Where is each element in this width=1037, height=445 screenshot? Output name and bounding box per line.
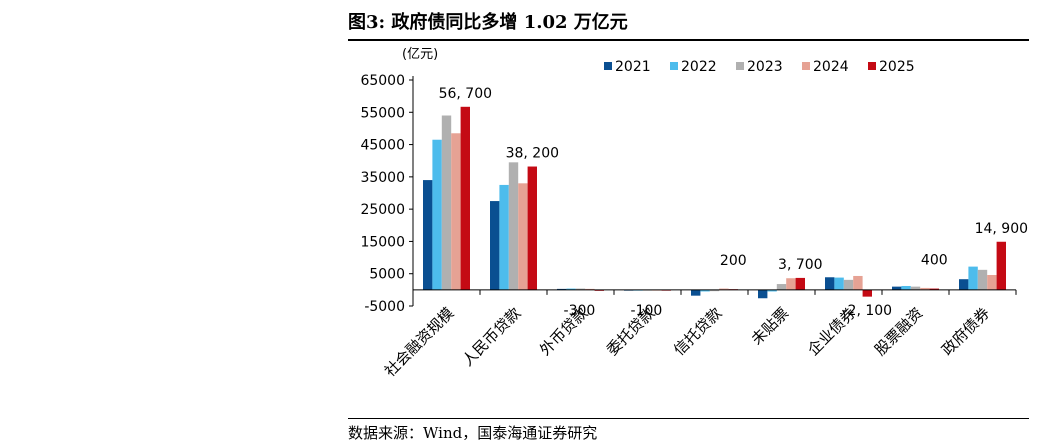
bar: [892, 286, 902, 290]
bar: [566, 288, 576, 290]
legend-swatch: [736, 62, 744, 70]
bar: [795, 277, 805, 290]
x-category-label: 人民币贷款: [459, 304, 525, 370]
value-label: 14, 900: [975, 221, 1028, 237]
title-rule: [348, 39, 1029, 41]
bars: [423, 106, 1006, 299]
y-tick-label: 35000: [360, 170, 405, 186]
bar: [527, 166, 537, 290]
y-tick-label: 55000: [360, 105, 405, 121]
bar: [862, 289, 872, 297]
legend-swatch: [868, 62, 876, 70]
y-axis: (亿元) -5000 5000 15000 25000 35000 45000 55000 65…: [360, 47, 438, 315]
y-tick-label: 5000: [369, 267, 405, 283]
bar: [825, 277, 835, 290]
bar: [700, 289, 710, 292]
y-tick-label: -5000: [364, 299, 405, 315]
legend-label: 2022: [681, 59, 717, 75]
bar: [853, 275, 863, 290]
legend-swatch: [604, 62, 612, 70]
bar: [968, 266, 978, 290]
x-category-label: 信托贷款: [670, 304, 725, 359]
legend-swatch: [802, 62, 810, 70]
legend-label: 2023: [747, 59, 783, 75]
bar: [910, 286, 921, 290]
y-tick-label: 65000: [360, 73, 405, 89]
legend-label: 2024: [813, 59, 849, 75]
bar: [977, 269, 988, 290]
bar: [920, 287, 930, 290]
x-category-label: 社会融资规模: [381, 304, 457, 380]
value-label: 56, 700: [439, 86, 492, 102]
bar: [460, 106, 470, 290]
value-label: 200: [720, 253, 747, 269]
bar: [786, 278, 796, 290]
x-axis: 社会融资规模 人民币贷款 外币贷款 委托贷款 信托贷款 未贴票 企业债券 股票融资 政府债券: [381, 289, 1017, 380]
x-category-label: 未贴票: [748, 304, 793, 349]
unit-label: (亿元): [402, 47, 438, 62]
bar: [441, 115, 452, 290]
bar: [996, 241, 1006, 290]
bar: [451, 133, 461, 290]
bar: [508, 162, 519, 290]
value-label: -100: [631, 303, 663, 319]
legend-swatch: [670, 62, 678, 70]
bar: [709, 289, 720, 292]
value-label: -300: [564, 303, 596, 319]
bar: [767, 289, 777, 292]
y-tick-label: 45000: [360, 138, 405, 154]
x-category-label: 政府债券: [938, 304, 993, 359]
source-rule: [348, 418, 1029, 419]
bar: [987, 275, 997, 290]
y-tick-label: 25000: [360, 202, 405, 218]
y-tick-label: 15000: [360, 234, 405, 250]
legend-label: 2025: [879, 59, 915, 75]
chart-title: 图3: 政府债同比多增 1.02 万亿元: [348, 12, 628, 33]
value-label: 400: [921, 253, 948, 269]
bar: [691, 289, 701, 296]
value-label: 38, 200: [506, 146, 559, 162]
bar: [901, 285, 911, 290]
bar: [719, 288, 729, 290]
value-label: -2, 100: [843, 303, 893, 319]
bar: [432, 139, 442, 290]
bar: [959, 279, 969, 290]
bar: [575, 288, 586, 290]
legend: 2021 2022 2023 2024 2025: [604, 59, 915, 75]
value-labels: 56, 700 38, 200 -300 -100 200 3, 700 -2, 100 40…: [439, 86, 1028, 319]
bar: [843, 279, 854, 290]
bar: [518, 183, 528, 290]
bar: [490, 201, 500, 290]
bar: [776, 284, 787, 290]
bar: [499, 184, 509, 290]
bar: [758, 289, 768, 299]
legend-label: 2021: [615, 59, 651, 75]
bar: [929, 288, 939, 290]
value-label: 3, 700: [778, 257, 823, 273]
bar: [423, 180, 433, 290]
source-note: 数据来源：Wind，国泰海通证券研究: [348, 424, 598, 442]
bar: [834, 277, 844, 290]
